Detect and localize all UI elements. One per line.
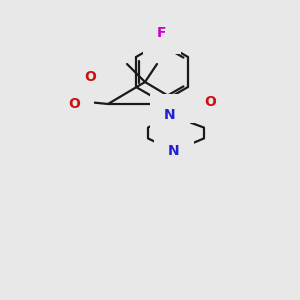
Text: O: O — [68, 97, 80, 111]
Text: O: O — [84, 70, 96, 84]
Text: O: O — [204, 95, 216, 109]
Text: N: N — [164, 108, 176, 122]
Text: H: H — [56, 97, 68, 111]
Text: N: N — [168, 144, 180, 158]
Text: F: F — [157, 26, 167, 40]
